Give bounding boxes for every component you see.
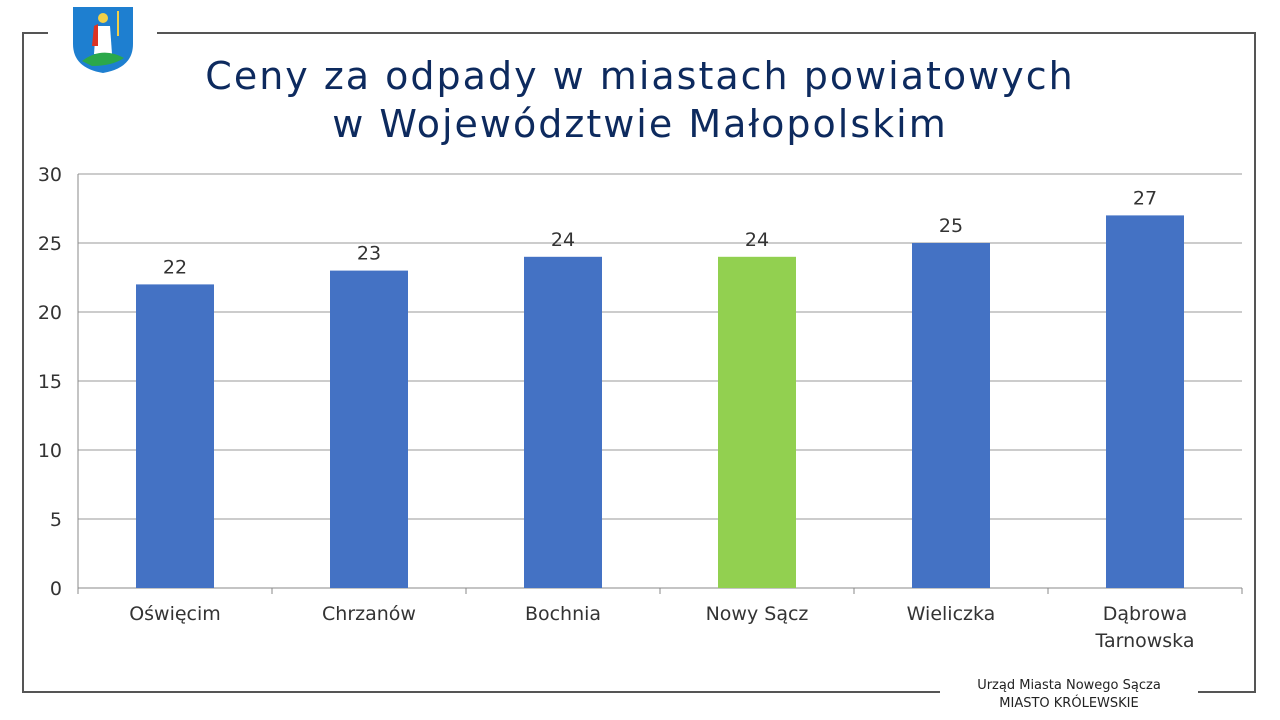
frame-bottom-right: [1198, 691, 1256, 693]
frame-right: [1254, 32, 1256, 693]
y-tick-label: 10: [38, 440, 62, 462]
data-label: 24: [745, 229, 769, 251]
y-tick-label: 5: [50, 509, 62, 531]
chart-title: Ceny za odpady w miastach powiatowych w …: [100, 52, 1180, 148]
data-label: 27: [1133, 187, 1157, 209]
y-tick-label: 20: [38, 302, 62, 324]
title-line-1: Ceny za odpady w miastach powiatowych: [205, 54, 1075, 98]
footer-office-name: Urząd Miasta Nowego Sącza: [977, 678, 1161, 693]
x-tick-label: Chrzanów: [322, 603, 416, 625]
data-label: 22: [163, 256, 187, 278]
data-label: 25: [939, 215, 963, 237]
bar: [912, 243, 990, 588]
city-coat-of-arms-logo: [73, 7, 133, 73]
footer-tagline: MIASTO KRÓLEWSKIE: [999, 696, 1139, 711]
bar: [524, 256, 602, 588]
x-tick-label: Dąbrowa: [1103, 603, 1188, 625]
data-label: 23: [357, 243, 381, 265]
bar: [1106, 215, 1184, 588]
x-tick-label: Bochnia: [525, 603, 601, 625]
y-tick-label: 0: [50, 578, 62, 600]
frame-left: [22, 32, 24, 693]
x-tick-label: Tarnowska: [1095, 630, 1195, 652]
frame-top-right: [157, 32, 1256, 34]
x-tick-label: Nowy Sącz: [706, 603, 809, 625]
y-tick-label: 25: [38, 233, 62, 255]
y-tick-label: 15: [38, 371, 62, 393]
x-tick-label: Wieliczka: [907, 603, 996, 625]
data-label: 24: [551, 229, 575, 251]
footer: Urząd Miasta Nowego Sącza MIASTO KRÓLEWS…: [940, 677, 1198, 713]
bar: [718, 256, 796, 588]
frame-top-left: [22, 32, 48, 34]
bar: [136, 284, 214, 588]
title-line-2: w Województwie Małopolskim: [332, 102, 948, 146]
x-tick-label: Oświęcim: [129, 603, 221, 625]
bar: [330, 270, 408, 588]
y-tick-label: 30: [38, 164, 62, 186]
frame-bottom-left: [22, 691, 940, 693]
